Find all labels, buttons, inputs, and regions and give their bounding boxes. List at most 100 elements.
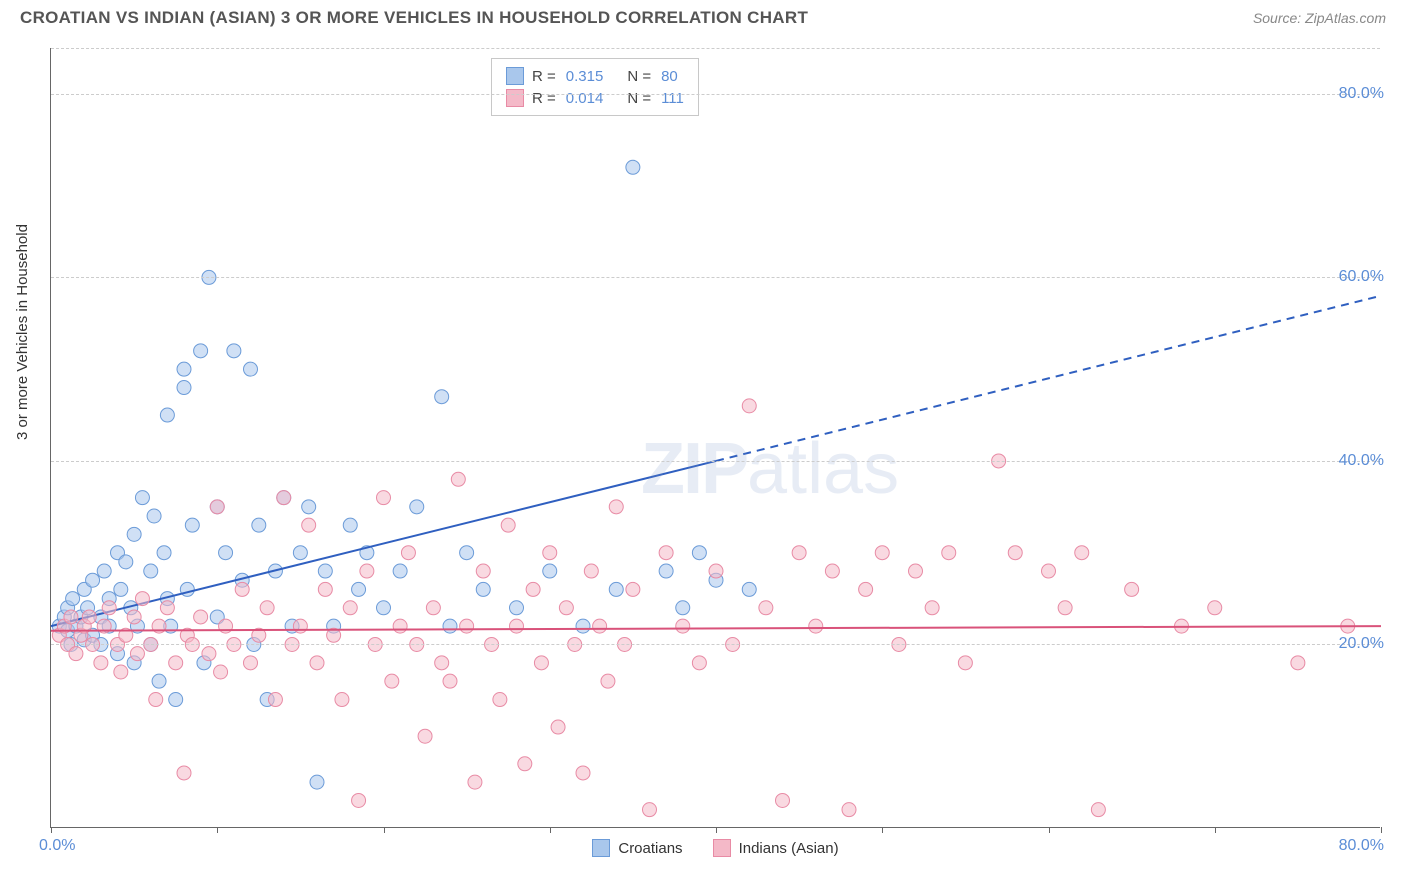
scatter-point (875, 546, 889, 560)
scatter-point (493, 693, 507, 707)
scatter-point (318, 582, 332, 596)
scatter-point (792, 546, 806, 560)
swatch-icon (713, 839, 731, 857)
scatter-point (194, 610, 208, 624)
scatter-point (526, 582, 540, 596)
scatter-point (543, 546, 557, 560)
legend-stats-row-0: R = 0.315 N = 80 (506, 65, 684, 87)
header: CROATIAN VS INDIAN (ASIAN) 3 OR MORE VEH… (0, 0, 1406, 32)
y-tick-label: 80.0% (1339, 85, 1384, 103)
scatter-point (401, 546, 415, 560)
scatter-point (576, 619, 590, 633)
scatter-point (676, 619, 690, 633)
legend-item-croatians: Croatians (592, 839, 682, 857)
scatter-point (418, 729, 432, 743)
scatter-point (709, 564, 723, 578)
legend-bottom: Croatians Indians (Asian) (51, 839, 1380, 857)
scatter-point (64, 610, 78, 624)
scatter-svg (51, 48, 1380, 827)
scatter-point (443, 619, 457, 633)
scatter-point (97, 564, 111, 578)
chart-title: CROATIAN VS INDIAN (ASIAN) 3 OR MORE VEH… (20, 8, 808, 28)
scatter-point (244, 656, 258, 670)
y-axis-label: 3 or more Vehicles in Household (14, 224, 31, 440)
scatter-point (643, 803, 657, 817)
scatter-point (942, 546, 956, 560)
scatter-point (277, 491, 291, 505)
scatter-point (1125, 582, 1139, 596)
scatter-point (293, 619, 307, 633)
scatter-point (659, 564, 673, 578)
scatter-point (925, 601, 939, 615)
swatch-icon (506, 67, 524, 85)
scatter-point (335, 693, 349, 707)
scatter-point (742, 399, 756, 413)
scatter-point (214, 665, 228, 679)
scatter-point (1042, 564, 1056, 578)
trend-line-dashed (716, 296, 1381, 461)
chart-plot-area: ZIPatlas R = 0.315 N = 80 R = 0.014 N = … (50, 48, 1380, 828)
scatter-point (476, 582, 490, 596)
scatter-point (227, 344, 241, 358)
scatter-point (177, 362, 191, 376)
scatter-point (114, 582, 128, 596)
scatter-point (147, 509, 161, 523)
scatter-point (94, 656, 108, 670)
scatter-point (759, 601, 773, 615)
scatter-point (202, 647, 216, 661)
scatter-point (1291, 656, 1305, 670)
scatter-point (543, 564, 557, 578)
scatter-point (302, 500, 316, 514)
scatter-point (676, 601, 690, 615)
scatter-point (149, 693, 163, 707)
scatter-point (842, 803, 856, 817)
scatter-point (859, 582, 873, 596)
scatter-point (1208, 601, 1222, 615)
scatter-point (235, 582, 249, 596)
scatter-point (460, 546, 474, 560)
scatter-point (127, 610, 141, 624)
scatter-point (177, 381, 191, 395)
scatter-point (114, 665, 128, 679)
scatter-point (260, 601, 274, 615)
scatter-point (360, 564, 374, 578)
scatter-point (135, 491, 149, 505)
scatter-point (659, 546, 673, 560)
scatter-point (460, 619, 474, 633)
scatter-point (426, 601, 440, 615)
scatter-point (609, 582, 623, 596)
scatter-point (692, 656, 706, 670)
scatter-point (626, 582, 640, 596)
legend-stats-row-1: R = 0.014 N = 111 (506, 87, 684, 109)
scatter-point (1008, 546, 1022, 560)
scatter-point (377, 601, 391, 615)
scatter-point (742, 582, 756, 596)
scatter-point (909, 564, 923, 578)
scatter-point (393, 564, 407, 578)
scatter-point (69, 647, 83, 661)
scatter-point (135, 592, 149, 606)
scatter-point (385, 674, 399, 688)
scatter-point (393, 619, 407, 633)
scatter-point (593, 619, 607, 633)
scatter-point (318, 564, 332, 578)
scatter-point (435, 390, 449, 404)
scatter-point (127, 527, 141, 541)
legend-stats-box: R = 0.315 N = 80 R = 0.014 N = 111 (491, 58, 699, 116)
scatter-point (210, 500, 224, 514)
scatter-point (451, 472, 465, 486)
scatter-point (609, 500, 623, 514)
scatter-point (268, 693, 282, 707)
scatter-point (219, 546, 233, 560)
scatter-point (551, 720, 565, 734)
scatter-point (144, 564, 158, 578)
swatch-icon (592, 839, 610, 857)
scatter-point (958, 656, 972, 670)
scatter-point (130, 647, 144, 661)
scatter-point (310, 656, 324, 670)
scatter-point (559, 601, 573, 615)
scatter-point (501, 518, 515, 532)
scatter-point (352, 793, 366, 807)
y-tick-label: 20.0% (1339, 635, 1384, 653)
scatter-point (576, 766, 590, 780)
